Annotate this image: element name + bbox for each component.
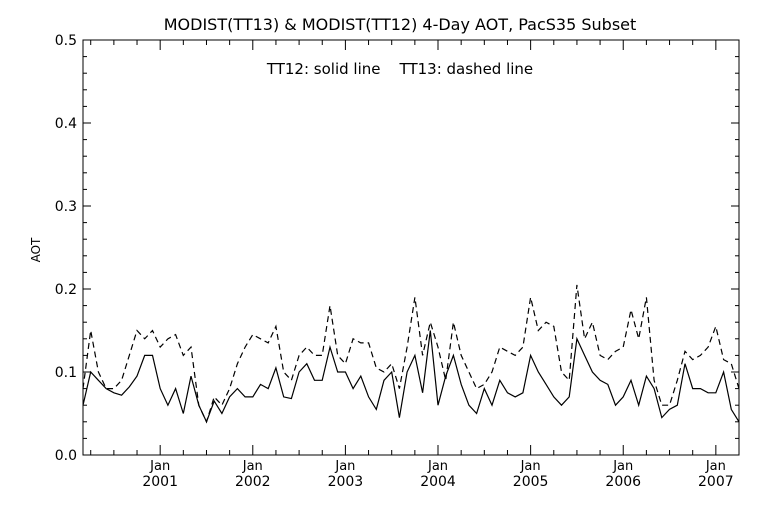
y-tick-label: 0.1 xyxy=(55,365,77,381)
x-tick-month-label: Jan xyxy=(427,459,448,474)
y-tick-label: 0.5 xyxy=(55,33,77,49)
y-axis-label: AOT xyxy=(29,237,43,262)
x-tick-year-label: 2007 xyxy=(698,474,734,490)
y-tick-label: 0.3 xyxy=(55,199,77,215)
series-line-tt13 xyxy=(82,284,740,424)
chart-title: MODIST(TT13) & MODIST(TT12) 4-Day AOT, P… xyxy=(164,15,637,34)
x-tick-month-label: Jan xyxy=(612,459,633,474)
y-tick-label: 0.4 xyxy=(55,116,77,132)
x-tick-month-label: Jan xyxy=(242,459,263,474)
y-axis: 0.0 0.1 0.2 0.3 0.4 0.5 xyxy=(55,33,739,464)
x-tick-year-label: 2004 xyxy=(420,474,456,490)
chart-annotation: TT12: solid line TT13: dashed line xyxy=(266,60,533,78)
x-axis: Jan2001Jan2002Jan2003Jan2004Jan2005Jan20… xyxy=(90,40,740,490)
x-tick-month-label: Jan xyxy=(334,459,355,474)
series-line-tt12 xyxy=(82,330,740,424)
series-layer xyxy=(82,284,740,424)
x-tick-month-label: Jan xyxy=(520,459,541,474)
plot-frame xyxy=(82,39,740,456)
x-tick-year-label: 2005 xyxy=(513,474,549,490)
x-tick-year-label: 2003 xyxy=(328,474,364,490)
x-tick-year-label: 2001 xyxy=(142,474,178,490)
x-tick-month-label: Jan xyxy=(149,459,170,474)
x-tick-month-label: Jan xyxy=(705,459,726,474)
x-tick-year-label: 2002 xyxy=(235,474,271,490)
y-tick-label: 0.2 xyxy=(55,282,77,298)
y-tick-label: 0.0 xyxy=(55,448,77,464)
x-tick-year-label: 2006 xyxy=(605,474,641,490)
